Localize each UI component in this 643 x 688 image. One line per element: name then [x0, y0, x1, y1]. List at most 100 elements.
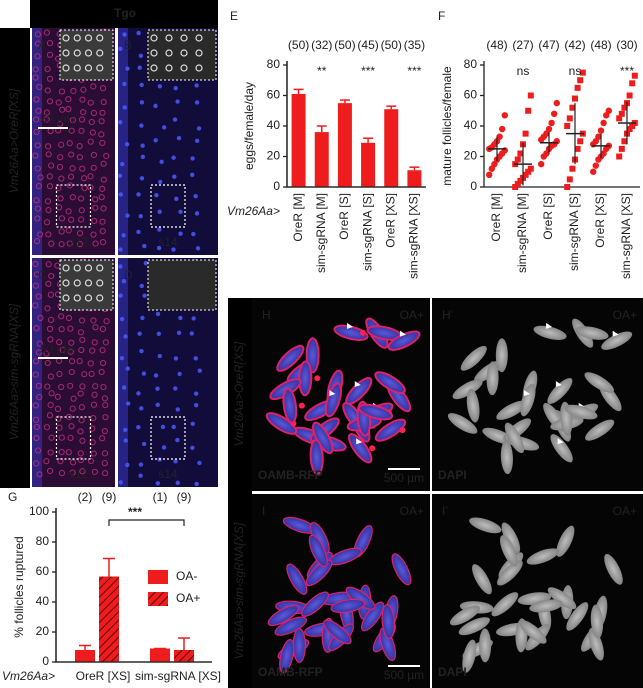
nucleus: [91, 217, 98, 225]
n-label: (42): [564, 38, 585, 52]
nucleus: [89, 425, 96, 432]
zoom-box: [150, 416, 186, 460]
nucleus: [103, 152, 110, 160]
egg-chamber: [491, 592, 519, 617]
nucleus: [89, 347, 96, 354]
nucleus: [34, 215, 41, 222]
inset-nucleus: [84, 279, 93, 287]
egg-chamber: [520, 383, 536, 417]
significance: **: [317, 64, 327, 78]
egg-chamber: [556, 525, 575, 557]
nucleus: [55, 415, 62, 422]
nucleus: [68, 216, 75, 223]
nucleus: [172, 174, 177, 179]
rfp-spot: [359, 329, 366, 336]
nucleus: [36, 471, 43, 478]
nucleus: [33, 271, 41, 278]
nucleus: [33, 116, 40, 123]
nucleus: [194, 100, 200, 105]
nucleus: [157, 84, 163, 89]
nucleus: [43, 424, 50, 431]
inset-nucleus: [150, 34, 158, 42]
y-tick-label: 0: [273, 179, 280, 193]
y-tick-label: 20: [36, 624, 50, 638]
nucleus: [70, 395, 77, 402]
condition-label: OA+: [400, 308, 424, 322]
bar: [174, 650, 194, 662]
point: [538, 160, 545, 168]
nucleus: [118, 46, 123, 51]
egg-chamber: [526, 548, 559, 565]
legend-swatch: [148, 570, 168, 584]
nucleus: [79, 468, 86, 475]
nucleus: [155, 481, 161, 486]
nucleus: [178, 231, 183, 236]
nucleus: [32, 302, 39, 309]
arrowhead: [399, 330, 406, 337]
egg-chamber: [309, 439, 324, 476]
nucleus: [122, 81, 127, 87]
egg-chamber: [547, 587, 577, 610]
nucleus: [32, 416, 40, 423]
nucleus: [33, 197, 40, 204]
point: [621, 104, 628, 111]
nucleus: [102, 339, 109, 346]
bar: [361, 142, 376, 187]
egg-chamber: [547, 378, 573, 404]
nucleus: [35, 293, 42, 300]
egg-chamber: [479, 628, 492, 663]
nucleus: [32, 282, 39, 289]
egg-chamber: [604, 553, 623, 585]
axes: [55, 508, 212, 663]
nucleus: [65, 105, 72, 113]
nucleus: [197, 368, 202, 373]
egg-chamber: [361, 601, 385, 632]
egg-chamber: [282, 387, 298, 424]
nucleus: [57, 120, 64, 127]
legend-label: OA+: [176, 591, 200, 605]
significance: ***: [128, 505, 142, 519]
nucleus: [68, 358, 76, 365]
nucleus: [44, 198, 52, 205]
point: [618, 110, 625, 117]
nucleus: [136, 391, 141, 396]
nucleus: [195, 246, 201, 251]
x-tick-label: sim-sgRNA [S]: [360, 193, 374, 271]
nucleus: [118, 293, 123, 298]
nucleus: [46, 325, 54, 332]
nucleus: [58, 326, 65, 333]
nucleus: [101, 427, 108, 435]
nucleus: [177, 371, 182, 377]
x-tick-label: sim-sgRNA [M]: [515, 193, 529, 273]
inset-nucleus: [62, 294, 70, 302]
nucleus: [32, 152, 39, 159]
nucleus: [48, 272, 55, 280]
n-label: (9): [102, 490, 117, 504]
nucleus: [139, 123, 144, 128]
nucleus: [65, 227, 72, 234]
nucleus: [48, 316, 55, 324]
nucleus: [33, 423, 40, 431]
nucleus: [89, 129, 96, 136]
nucleus: [101, 460, 108, 467]
nucleus: [138, 462, 144, 467]
nucleus: [100, 98, 107, 106]
point: [525, 168, 532, 175]
nucleus: [57, 154, 64, 161]
inset-nucleus: [73, 294, 81, 302]
x-tick-label: OreR [XS]: [76, 669, 131, 683]
egg-chamber: [298, 360, 313, 397]
nucleus: [34, 142, 41, 149]
point: [525, 107, 532, 114]
nucleus: [193, 391, 199, 396]
point: [566, 115, 573, 122]
panel-letter: C: [38, 268, 47, 282]
channel-label: DAPI: [438, 468, 467, 482]
nucleus: [125, 366, 130, 371]
point: [551, 110, 558, 118]
bar: [291, 93, 306, 187]
egg-chamber: [500, 440, 513, 475]
nucleus: [76, 358, 83, 365]
egg-chamber: [279, 639, 295, 674]
nucleus: [125, 462, 130, 468]
